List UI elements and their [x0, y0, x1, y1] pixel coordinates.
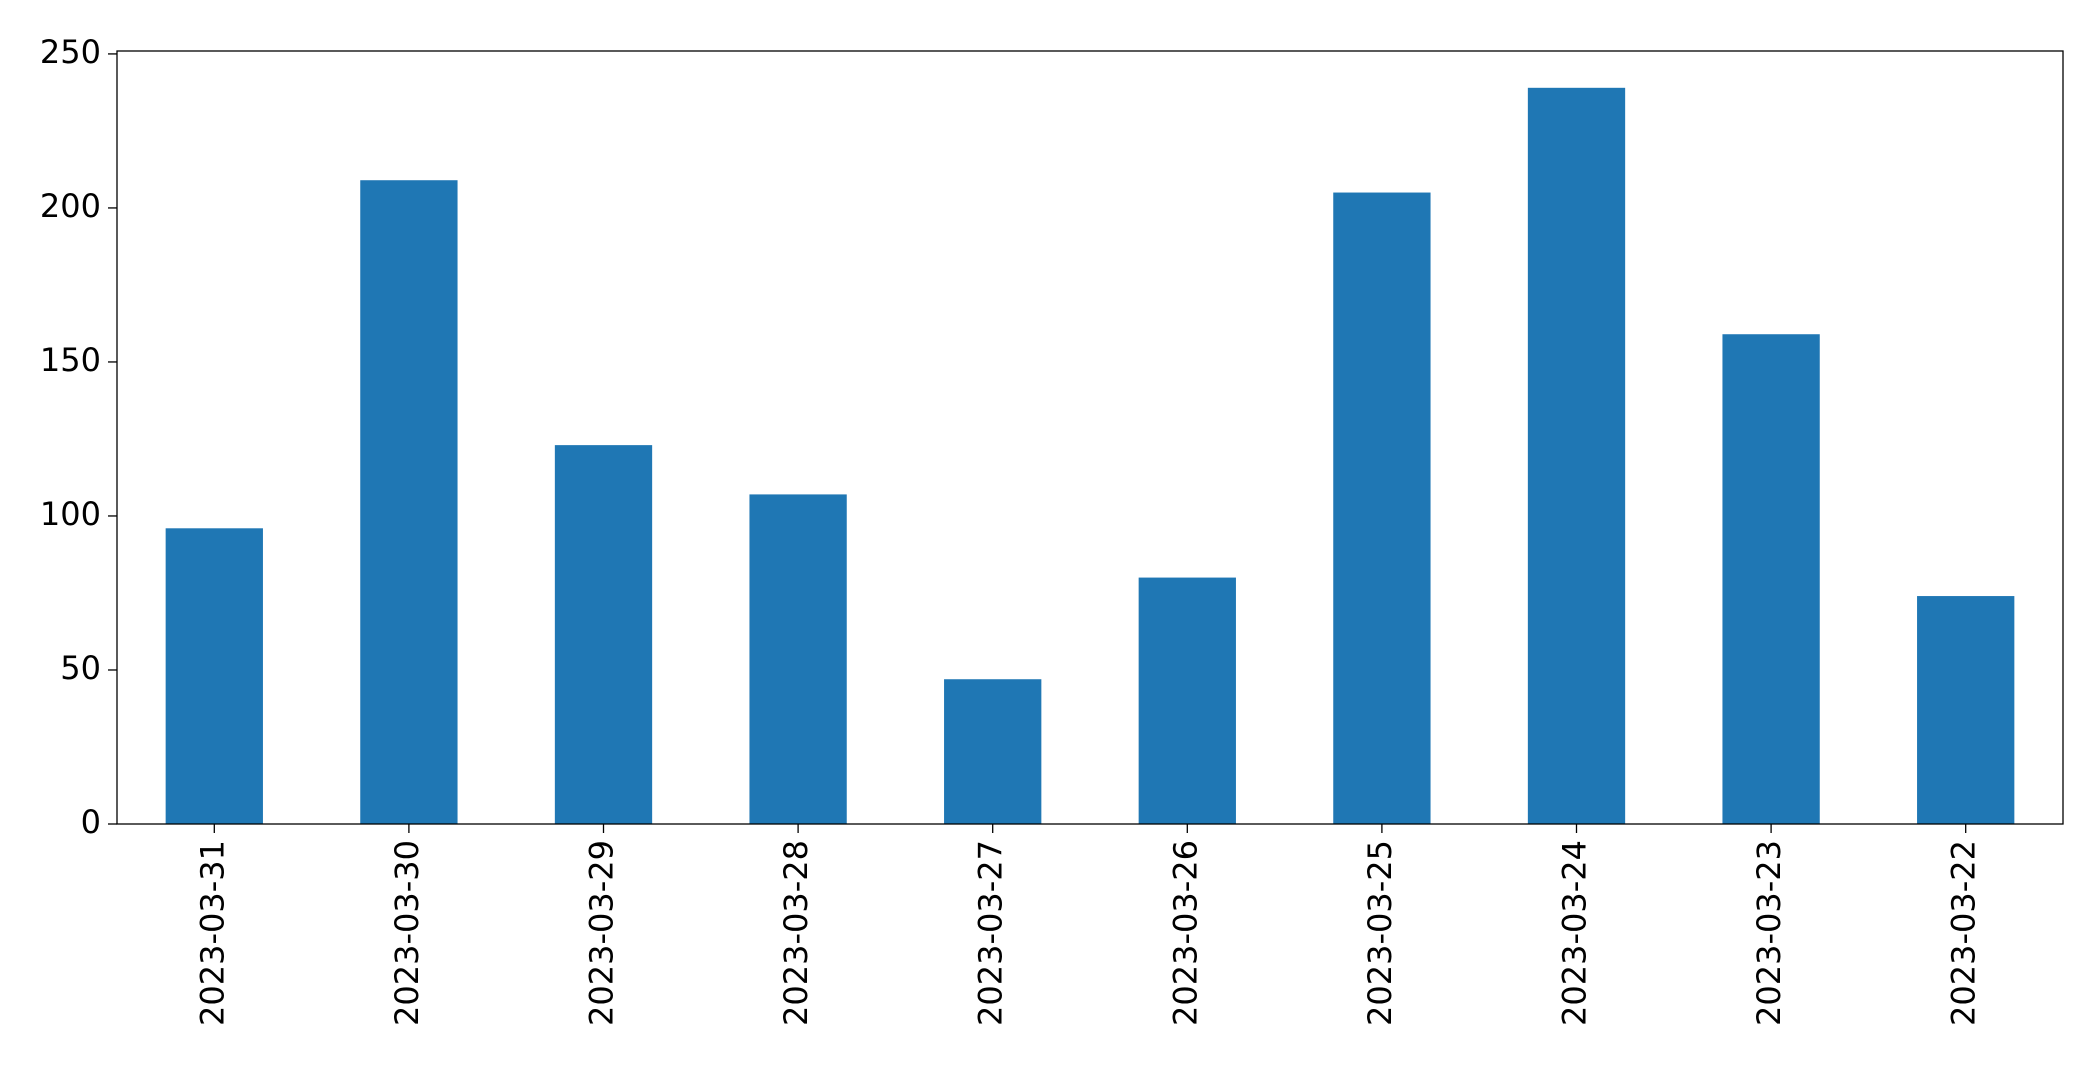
bar [1722, 334, 1820, 824]
bar [165, 528, 263, 824]
plot-frame [116, 50, 2064, 825]
y-tick-label: 50 [60, 649, 101, 687]
x-tick-label: 2023-03-29 [583, 840, 621, 1026]
x-tick-label: 2023-03-26 [1166, 840, 1204, 1026]
bar [554, 445, 653, 824]
x-tick-label: 2023-03-24 [1556, 840, 1594, 1026]
y-tick-label: 200 [40, 187, 101, 225]
x-tick-label: 2023-03-27 [972, 840, 1010, 1026]
x-tick-label: 2023-03-25 [1361, 840, 1399, 1026]
y-tick-label: 150 [40, 341, 101, 379]
y-tick-label: 100 [40, 495, 101, 533]
x-tick-label: 2023-03-28 [777, 840, 815, 1026]
bar [360, 180, 458, 824]
bar [1138, 577, 1236, 824]
y-tick-label: 0 [81, 803, 101, 841]
bar [1917, 596, 2015, 824]
bar [1333, 192, 1431, 824]
x-tick-label: 2023-03-23 [1750, 840, 1788, 1026]
x-tick-label: 2023-03-22 [1945, 840, 1983, 1026]
x-tick-label: 2023-03-30 [388, 840, 426, 1026]
x-tick-label: 2023-03-31 [193, 840, 231, 1026]
bar [944, 679, 1042, 824]
y-tick-label: 250 [40, 33, 101, 71]
bar [749, 494, 847, 824]
bar [1527, 87, 1626, 825]
